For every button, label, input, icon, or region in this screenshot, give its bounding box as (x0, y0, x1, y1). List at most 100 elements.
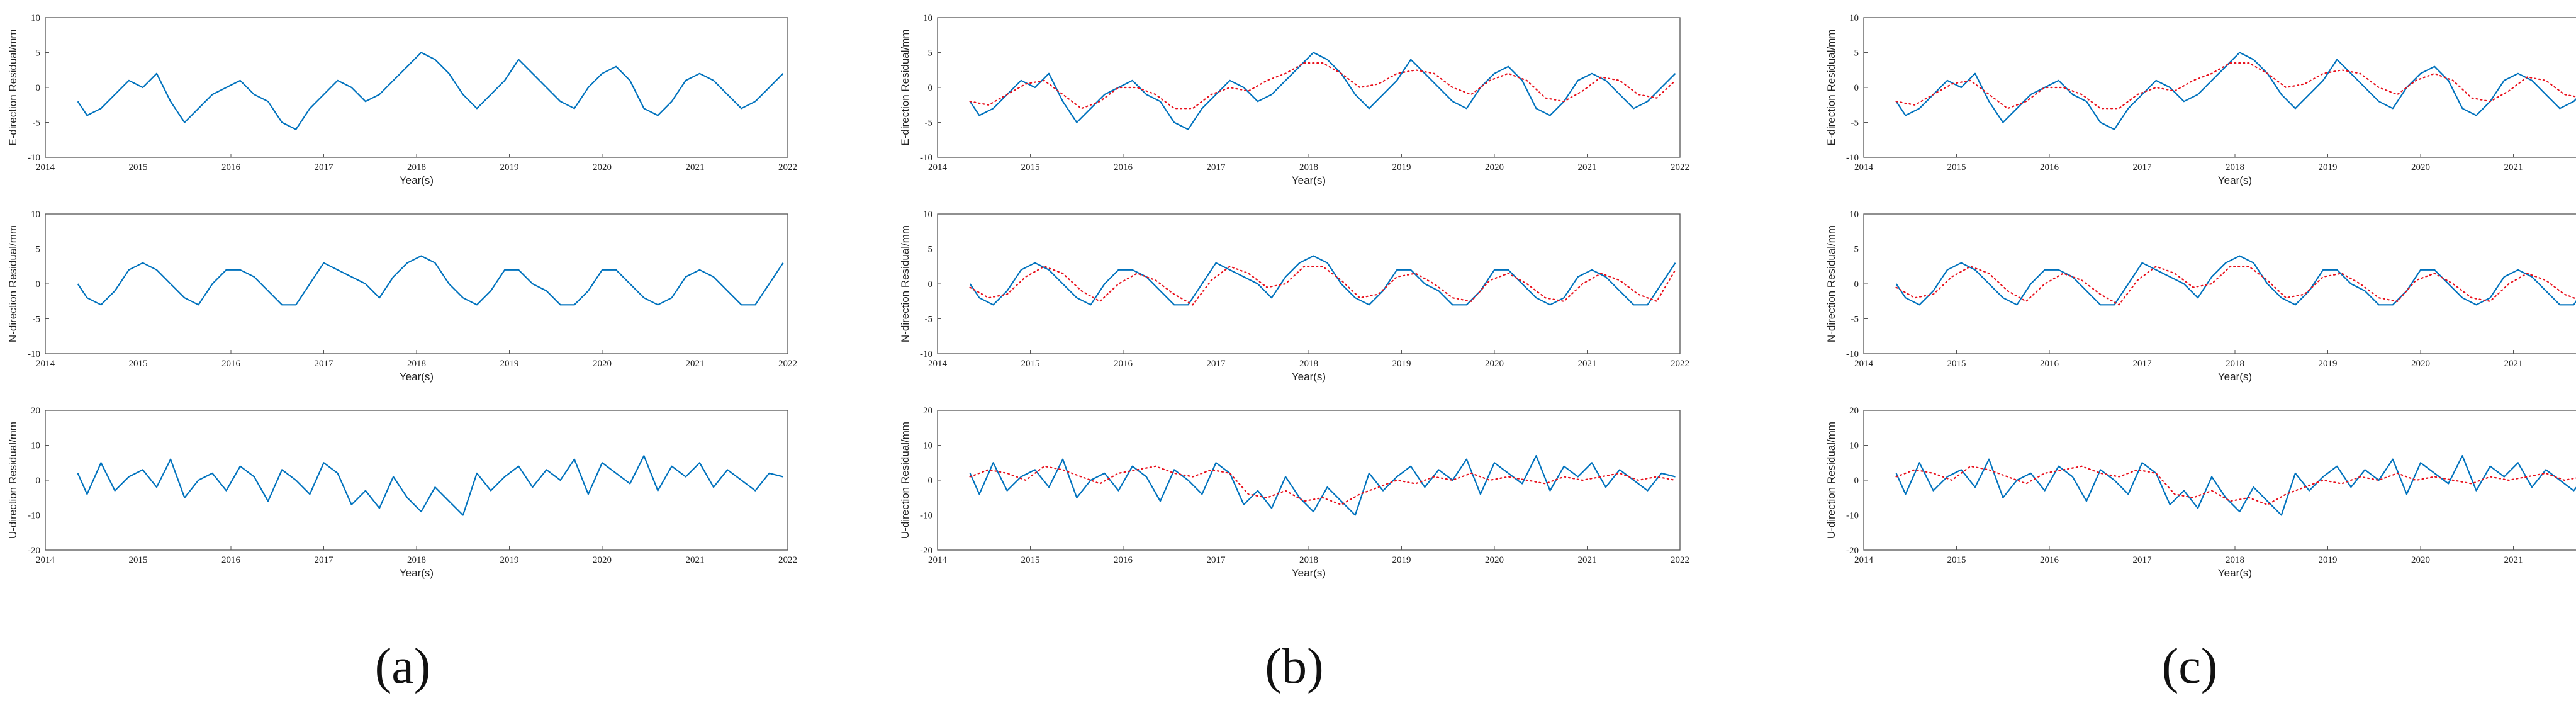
y-tick-label: -20 (28, 546, 40, 556)
series-residual-line (969, 454, 1676, 516)
y-tick-label: -10 (1846, 153, 1859, 163)
x-tick-label: 2018 (1299, 359, 1318, 369)
x-axis-label: Year(s) (2218, 174, 2252, 186)
x-tick-label: 2021 (1578, 359, 1597, 369)
y-tick-label: -20 (920, 546, 932, 556)
x-tick-label: 2015 (1947, 555, 1966, 565)
subplot-c-u: -20 -10 0 10 20 2014 2015 2016 2017 2018 2019 2020 2… (1825, 406, 2576, 579)
x-tick-label: 2018 (2226, 162, 2244, 172)
plot-area: -10 -5 0 5 10 2014 2015 2016 2017 2018 2019 2020 202… (7, 13, 2576, 579)
y-axis-label: U-direction Residual/mm (899, 422, 911, 539)
x-tick-label: 2021 (686, 555, 705, 565)
axes-frame (937, 17, 1681, 158)
x-tick-label: 2021 (686, 359, 705, 369)
y-axis-label: E-direction Residual/mm (7, 29, 19, 145)
y-tick-label: -5 (1851, 315, 1859, 325)
y-tick-label: -10 (28, 153, 40, 163)
y-tick-label: 10 (923, 13, 932, 23)
x-tick-label: 2015 (129, 359, 148, 369)
x-tick-label: 2015 (1021, 555, 1040, 565)
x-tick-label: 2015 (129, 162, 148, 172)
y-tick-label: -10 (920, 511, 932, 521)
axes-frame (1863, 17, 2576, 158)
x-tick-label: 2017 (315, 359, 334, 369)
y-tick-label: 10 (1849, 210, 1859, 220)
x-tick-label: 2018 (1299, 162, 1318, 172)
x-tick-label: 2014 (928, 359, 948, 369)
x-tick-label: 2018 (2226, 555, 2244, 565)
y-tick-label: -5 (1851, 118, 1859, 128)
x-tick-label: 2015 (1947, 162, 1966, 172)
panel-label-c: (c) (2162, 639, 2218, 694)
x-tick-label: 2018 (407, 359, 426, 369)
subplot-b-n: -10 -5 0 5 10 2014 2015 2016 2017 2018 2019 2020 202… (899, 210, 1689, 383)
y-tick-label: -10 (1846, 511, 1859, 521)
axes-frame (937, 213, 1681, 354)
series-model-line (1895, 465, 2576, 506)
y-axis-label: U-direction Residual/mm (1825, 422, 1837, 539)
y-axis-label: N-direction Residual/mm (899, 225, 911, 342)
x-tick-label: 2018 (407, 162, 426, 172)
series-residual-line (77, 454, 783, 516)
panel-label-a: (a) (375, 639, 431, 694)
subplot-c-n: -10 -5 0 5 10 2014 2015 2016 2017 2018 2019 2020 202… (1825, 210, 2576, 383)
y-tick-label: -5 (925, 118, 933, 128)
y-tick-label: 10 (31, 13, 40, 23)
x-axis-label: Year(s) (1292, 567, 1326, 579)
series-residual-line (1895, 52, 2576, 130)
y-tick-label: 10 (31, 210, 40, 220)
x-tick-label: 2021 (2504, 162, 2523, 172)
x-tick-label: 2017 (315, 162, 334, 172)
x-tick-label: 2015 (1021, 162, 1040, 172)
x-axis-label: Year(s) (400, 567, 434, 579)
x-tick-label: 2020 (593, 555, 612, 565)
y-tick-label: 0 (36, 476, 41, 486)
x-tick-label: 2014 (36, 162, 55, 172)
y-tick-label: 5 (36, 245, 41, 255)
y-tick-label: 5 (928, 48, 933, 59)
x-tick-label: 2018 (407, 555, 426, 565)
x-tick-label: 2014 (36, 555, 55, 565)
series-residual-line (969, 52, 1676, 130)
y-tick-label: -10 (28, 349, 40, 359)
subplot-a-u: -20 -10 0 10 20 2014 2015 2016 2017 2018 2019 2020 2… (7, 406, 797, 579)
x-tick-label: 2020 (2411, 162, 2430, 172)
x-tick-label: 2016 (2040, 359, 2059, 369)
x-tick-label: 2017 (1207, 162, 1226, 172)
axes-frame (1863, 213, 2576, 354)
y-tick-label: 5 (1854, 48, 1859, 59)
x-tick-label: 2014 (36, 359, 55, 369)
y-tick-label: 5 (1854, 245, 1859, 255)
y-tick-label: -10 (28, 511, 40, 521)
y-tick-label: 0 (36, 83, 41, 93)
x-tick-label: 2014 (1854, 162, 1874, 172)
x-tick-label: 2019 (2319, 359, 2338, 369)
x-tick-label: 2015 (129, 555, 148, 565)
axes-frame (45, 17, 788, 158)
x-tick-label: 2022 (778, 359, 797, 369)
x-tick-label: 2020 (1485, 162, 1504, 172)
y-tick-label: -5 (33, 315, 41, 325)
series-model-line (969, 62, 1676, 110)
x-tick-label: 2018 (1299, 555, 1318, 565)
x-tick-label: 2019 (500, 162, 519, 172)
subplot-a-n: -10 -5 0 5 10 2014 2015 2016 2017 2018 2019 2020 202… (7, 210, 797, 383)
x-tick-label: 2019 (1392, 359, 1411, 369)
y-tick-label: -20 (1846, 546, 1859, 556)
series-model-line (969, 266, 1676, 306)
series-residual-line (77, 52, 784, 130)
x-tick-label: 2021 (2504, 555, 2523, 565)
x-tick-label: 2018 (2226, 359, 2244, 369)
x-tick-label: 2022 (1671, 555, 1689, 565)
x-tick-label: 2021 (2504, 359, 2523, 369)
x-tick-label: 2016 (221, 162, 241, 172)
x-tick-label: 2020 (2411, 555, 2430, 565)
series-model-line (969, 465, 1676, 506)
y-tick-label: 5 (928, 245, 933, 255)
x-tick-label: 2019 (1392, 162, 1411, 172)
x-tick-label: 2019 (2319, 555, 2338, 565)
series-residual-line (1895, 255, 2576, 306)
y-axis-label: E-direction Residual/mm (899, 29, 911, 145)
y-tick-label: 10 (1849, 13, 1859, 23)
